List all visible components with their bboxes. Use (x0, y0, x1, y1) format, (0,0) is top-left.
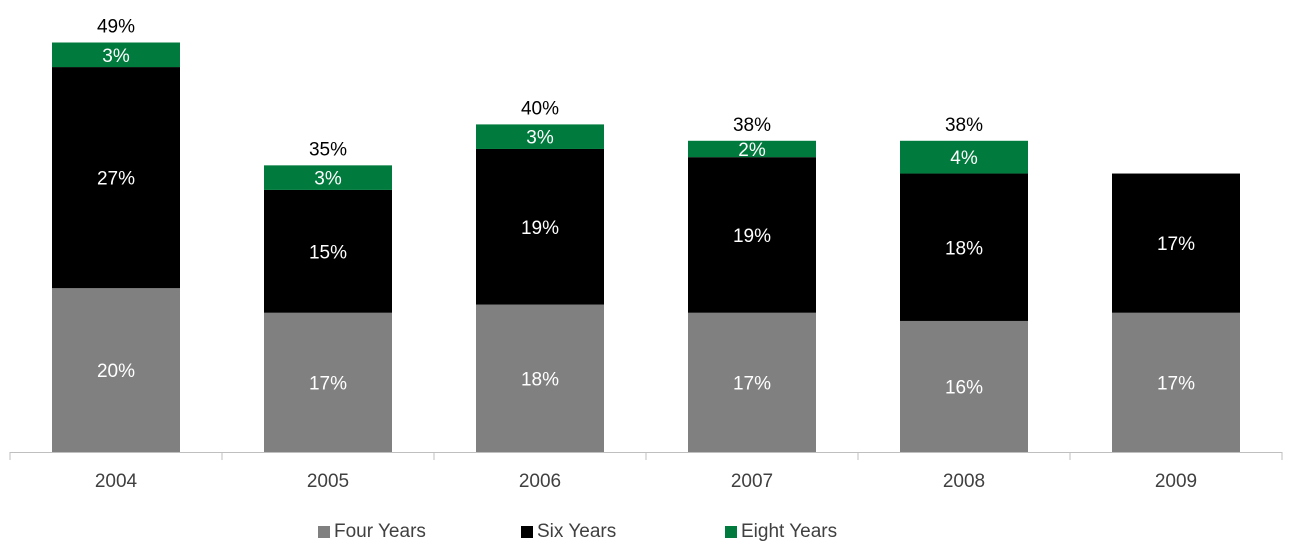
legend-label-four-years: Four Years (334, 521, 426, 542)
total-label: 49% (97, 17, 135, 38)
bars-layer (52, 42, 1240, 452)
bar-segment-four-years (688, 312, 816, 452)
legend-swatch-eight-years (725, 526, 737, 538)
legend-item-four-years: Four Years (318, 521, 426, 543)
data-label-four-years: 18% (521, 369, 559, 390)
data-label-four-years: 16% (945, 377, 983, 398)
total-label: 38% (733, 115, 771, 136)
bar-segment-six-years (264, 189, 392, 313)
data-label-six-years: 15% (309, 242, 347, 263)
x-tick-label: 2007 (731, 471, 773, 492)
bar-segment-four-years (264, 312, 392, 452)
x-tick-label: 2009 (1155, 471, 1197, 492)
data-label-eight-years: 3% (314, 169, 342, 190)
data-label-eight-years: 2% (738, 140, 766, 161)
legend-swatch-four-years (318, 526, 330, 538)
bar-segment-six-years (1112, 173, 1240, 313)
data-label-eight-years: 3% (102, 46, 130, 67)
bar-segment-six-years (52, 67, 180, 289)
data-label-six-years: 27% (97, 169, 135, 190)
legend-item-eight-years: Eight Years (725, 521, 837, 543)
total-label: 40% (521, 98, 559, 119)
x-tick-label: 2004 (95, 471, 138, 492)
data-label-eight-years: 3% (526, 128, 554, 149)
bar-segment-eight-years (264, 165, 392, 190)
x-axis-ticks (9, 452, 1283, 460)
x-tick-label: 2008 (943, 471, 985, 492)
total-label: 38% (945, 115, 983, 136)
legend-label-six-years: Six Years (537, 521, 617, 542)
x-tick-label: 2005 (307, 471, 349, 492)
data-label-four-years: 17% (1157, 373, 1195, 394)
bar-segment-four-years (900, 320, 1028, 452)
bar-segment-four-years (476, 304, 604, 452)
bar-segment-eight-years (900, 140, 1028, 174)
legend-swatch-six-years (521, 526, 533, 538)
data-label-six-years: 19% (521, 218, 559, 239)
data-labels: 20% 27% 3% 49% 17% 15% 3% 35% 18% 19% 3% 40% 17% 19% 2… (97, 17, 1195, 399)
bar-segment-four-years (52, 288, 180, 452)
legend-label-eight-years: Eight Years (741, 521, 838, 542)
data-label-six-years: 18% (945, 238, 983, 259)
data-label-eight-years: 4% (950, 148, 978, 169)
bar-segment-six-years (476, 148, 604, 305)
total-label: 35% (309, 139, 347, 160)
x-axis-tick-labels: 2004 2005 2006 2007 2008 2009 (95, 471, 1197, 492)
data-label-four-years: 17% (733, 373, 771, 394)
data-label-four-years: 17% (309, 373, 347, 394)
bar-segment-four-years (1112, 312, 1240, 452)
bar-segment-six-years (688, 157, 816, 313)
data-label-six-years: 17% (1157, 234, 1195, 255)
bar-segment-eight-years (688, 140, 816, 158)
x-tick-label: 2006 (519, 471, 561, 492)
legend: Four Years Six Years Eight Years (0, 521, 1290, 545)
data-label-four-years: 20% (97, 361, 135, 382)
legend-item-six-years: Six Years (521, 521, 616, 543)
bar-segment-six-years (900, 173, 1028, 321)
data-label-six-years: 19% (733, 226, 771, 247)
bar-segment-eight-years (52, 42, 180, 68)
bar-segment-eight-years (476, 124, 604, 149)
